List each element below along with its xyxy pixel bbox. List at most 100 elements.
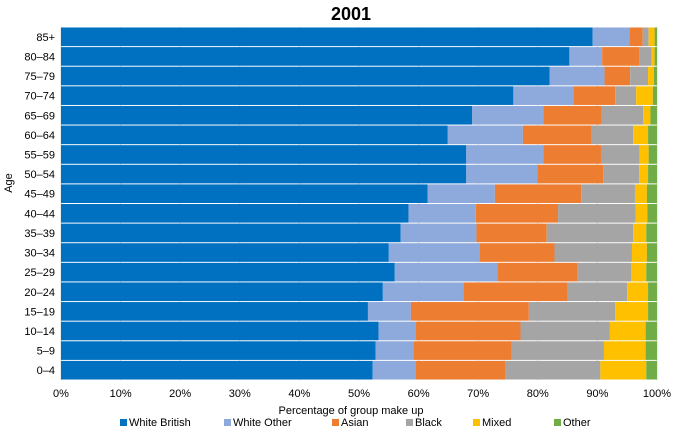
bar-segment (520, 321, 610, 341)
x-tick-label: 90% (586, 388, 608, 400)
legend-label: White British (129, 417, 191, 429)
legend-swatch (473, 419, 480, 426)
bar-segment (645, 341, 657, 360)
bar-segment (415, 321, 521, 341)
bar-segment (528, 302, 616, 321)
bar-segment (61, 223, 401, 243)
bar-segment (549, 66, 605, 86)
legend-swatch (120, 419, 127, 426)
bar-segment (543, 105, 602, 125)
bar-segment (629, 27, 643, 47)
bar-segment (61, 243, 389, 262)
bar-segment (639, 47, 652, 66)
bar-segment (654, 66, 657, 86)
bar-segment (646, 223, 657, 243)
bar-segment (639, 145, 649, 164)
bar-segment (61, 184, 428, 204)
bar-segment (648, 164, 657, 184)
bar-segment (410, 302, 529, 321)
bar-segment (61, 282, 383, 302)
y-tick-label: 85+ (36, 32, 55, 44)
y-tick-label: 45–49 (24, 189, 55, 201)
x-tick-label: 100% (643, 388, 671, 400)
bar-segment (615, 302, 649, 321)
y-tick-label: 60–64 (24, 130, 55, 142)
bar-segment (651, 47, 655, 66)
legend-swatch (554, 419, 561, 426)
y-tick-label: 65–69 (24, 110, 55, 122)
bar-segment (558, 203, 636, 223)
bar-segment (646, 360, 657, 380)
bar-segment (61, 203, 409, 223)
y-tick-label: 75–79 (24, 71, 55, 83)
grid (60, 27, 658, 380)
bar-segment (367, 302, 411, 321)
legend-label: White Other (233, 417, 292, 429)
bar-segment (642, 27, 649, 47)
y-axis-ticks: 85+ 80–84 75–79 70–74 65–69 60–64 55–59 50–54 45… (24, 32, 55, 377)
x-tick-label: 80% (527, 388, 549, 400)
bar-segment (592, 27, 630, 47)
x-tick-label: 20% (169, 388, 191, 400)
bar-segment (603, 341, 646, 360)
bar-segment (645, 321, 657, 341)
bar-segment (631, 262, 647, 282)
bar-segment (466, 164, 538, 184)
bar-segment (601, 105, 644, 125)
bar-segment (61, 47, 570, 66)
y-tick-label: 70–74 (24, 91, 55, 103)
bar-segment (61, 86, 514, 105)
bar-segment (497, 262, 578, 282)
legend-swatch (406, 419, 413, 426)
bar-segment (61, 66, 550, 86)
chart-title: 2001 (331, 4, 371, 24)
bar-segment (654, 47, 657, 66)
bar-segment (61, 27, 593, 47)
x-tick-label: 70% (467, 388, 489, 400)
bar-segment (382, 282, 464, 302)
y-tick-label: 50–54 (24, 169, 55, 181)
bar-segment (600, 145, 640, 164)
y-tick-label: 15–19 (24, 306, 55, 318)
bar-segment (600, 360, 647, 380)
bar-segment (472, 105, 544, 125)
bar-segment (648, 145, 657, 164)
bar-segment (646, 262, 657, 282)
y-tick-label: 40–44 (24, 208, 55, 220)
x-tick-label: 0% (53, 388, 69, 400)
bar-segment (61, 145, 467, 164)
x-tick-label: 40% (288, 388, 310, 400)
bar-segment (494, 184, 582, 204)
legend-label: Black (415, 417, 442, 429)
bar-segment (603, 164, 640, 184)
bar-segment (650, 105, 657, 125)
bar-segment (522, 125, 592, 145)
x-tick-label: 60% (408, 388, 430, 400)
bar-segment (652, 86, 657, 105)
bar-segment (61, 302, 368, 321)
bar-segment (415, 360, 506, 380)
bar-segment (427, 184, 495, 204)
y-tick-label: 55–59 (24, 149, 55, 161)
bar-segment (466, 145, 544, 164)
bar-segment (648, 27, 655, 47)
bar-segment (447, 125, 523, 145)
bar-segment (646, 243, 657, 262)
bar-segment (648, 282, 657, 302)
bar-segment (479, 243, 555, 262)
legend-label: Other (563, 417, 591, 429)
bar-segment (591, 125, 634, 145)
bar-segment (567, 282, 628, 302)
bar-segment (577, 262, 632, 282)
bar-segment (394, 262, 498, 282)
y-axis-label: Age (3, 173, 15, 193)
bar-segment (554, 243, 632, 262)
bar-segment (631, 243, 647, 262)
bar-segment (609, 321, 646, 341)
bar-segment (513, 86, 574, 105)
y-tick-label: 10–14 (24, 326, 55, 338)
bar-segment (648, 66, 655, 86)
bar-segment (413, 341, 512, 360)
bar-segment (61, 262, 395, 282)
